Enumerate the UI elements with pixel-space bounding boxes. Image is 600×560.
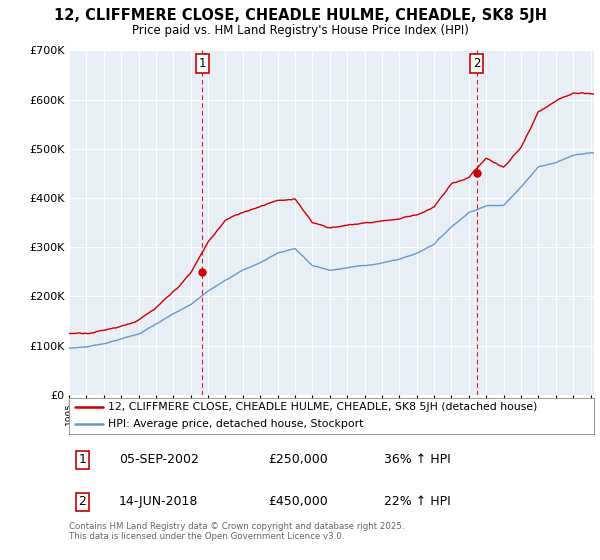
Text: 2: 2 xyxy=(473,57,481,71)
Text: HPI: Average price, detached house, Stockport: HPI: Average price, detached house, Stoc… xyxy=(109,419,364,429)
Text: 05-SEP-2002: 05-SEP-2002 xyxy=(119,453,199,466)
Text: 1: 1 xyxy=(199,57,206,71)
Text: 12, CLIFFMERE CLOSE, CHEADLE HULME, CHEADLE, SK8 5JH: 12, CLIFFMERE CLOSE, CHEADLE HULME, CHEA… xyxy=(53,8,547,24)
Text: Contains HM Land Registry data © Crown copyright and database right 2025.
This d: Contains HM Land Registry data © Crown c… xyxy=(69,522,404,542)
Text: 2: 2 xyxy=(78,495,86,508)
Text: Price paid vs. HM Land Registry's House Price Index (HPI): Price paid vs. HM Land Registry's House … xyxy=(131,24,469,36)
Text: 1: 1 xyxy=(78,453,86,466)
Text: 14-JUN-2018: 14-JUN-2018 xyxy=(119,495,198,508)
Text: £450,000: £450,000 xyxy=(269,495,328,508)
Text: 12, CLIFFMERE CLOSE, CHEADLE HULME, CHEADLE, SK8 5JH (detached house): 12, CLIFFMERE CLOSE, CHEADLE HULME, CHEA… xyxy=(109,402,538,412)
Text: 36% ↑ HPI: 36% ↑ HPI xyxy=(384,453,451,466)
Text: £250,000: £250,000 xyxy=(269,453,328,466)
Text: 22% ↑ HPI: 22% ↑ HPI xyxy=(384,495,451,508)
